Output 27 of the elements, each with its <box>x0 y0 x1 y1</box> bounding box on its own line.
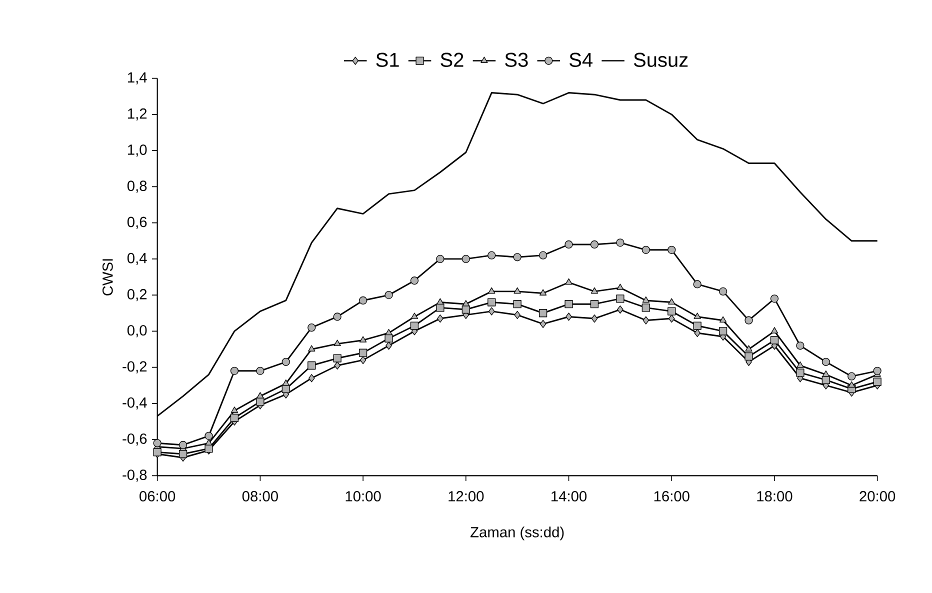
legend-label: S3 <box>505 52 528 67</box>
legend-label: S2 <box>440 52 464 67</box>
x-tick-label: 06:00 <box>140 491 176 502</box>
y-tick-label: 0,2 <box>127 289 147 302</box>
y-tick-label: 1,4 <box>128 72 147 84</box>
x-tick-label: 18:00 <box>757 491 792 502</box>
y-tick-label: -0,6 <box>122 434 147 446</box>
x-axis-title: Zaman (ss:dd) <box>470 526 564 540</box>
x-tick-label: 14:00 <box>552 491 587 502</box>
y-tick-label: 0,8 <box>127 180 147 193</box>
y-tick-label: 1,2 <box>128 108 147 121</box>
y-tick-label: 0,0 <box>127 325 147 338</box>
y-tick-label: 1,0 <box>128 144 147 157</box>
y-tick-label: -0,2 <box>122 361 147 374</box>
x-tick-label: 20:00 <box>860 491 896 502</box>
x-tick-label: 16:00 <box>654 491 690 502</box>
y-axis-title: CWSI <box>102 259 113 296</box>
x-tick-label: 12:00 <box>448 491 484 502</box>
legend-label: Susuz <box>634 52 688 67</box>
y-tick-label: 0,6 <box>127 216 147 229</box>
x-tick-label: 10:00 <box>346 491 381 502</box>
legend-label: S4 <box>570 52 592 67</box>
legend-label: S1 <box>376 52 399 67</box>
x-tick-label: 08:00 <box>242 491 278 502</box>
y-tick-label: 0,4 <box>127 252 147 266</box>
y-tick-label: -0,8 <box>122 470 147 482</box>
y-tick-label: -0,4 <box>122 397 147 410</box>
